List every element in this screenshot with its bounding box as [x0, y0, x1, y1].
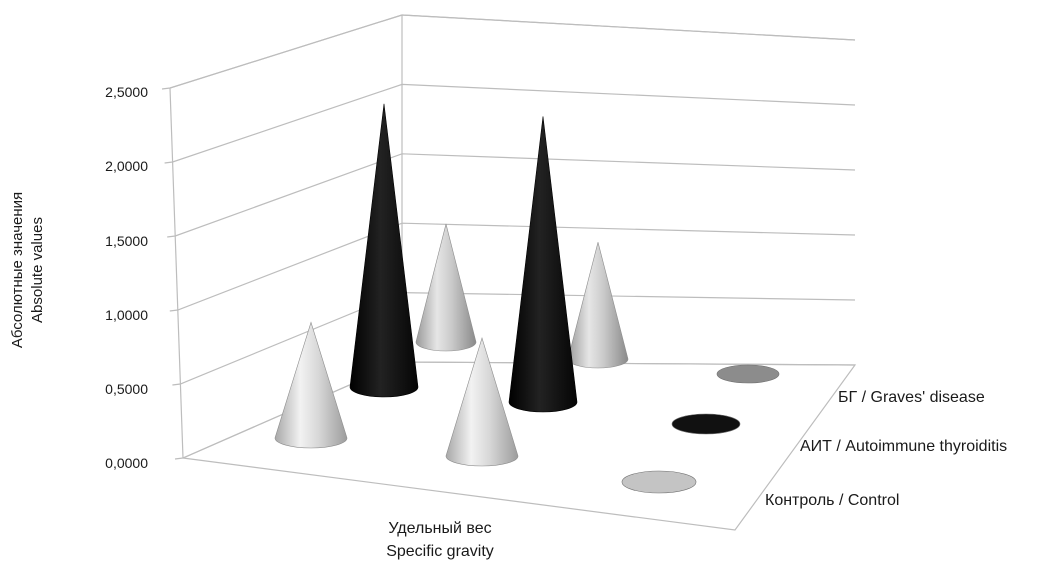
series-label-graves: БГ / Graves' disease: [838, 389, 985, 406]
series-label-ait: АИТ / Autoimmune thyroiditis: [800, 438, 1007, 455]
cone-body: [508, 116, 578, 413]
y-axis-label-line2: Absolute values: [29, 217, 46, 323]
legend-swatch-2: [621, 470, 697, 494]
y-tick-label: 0,5000: [105, 381, 148, 397]
y-axis-label-line1: Абсолютные значения: [9, 192, 26, 348]
cone-1-1: [508, 116, 578, 413]
gridline: [164, 83, 856, 164]
legend-swatch-0: [716, 364, 780, 384]
cone-2-1: [445, 336, 519, 467]
cone-1-0: [349, 103, 419, 398]
y-tick-label: 1,5000: [105, 233, 148, 249]
x-axis-label-line2: Specific gravity: [386, 543, 494, 560]
y-axis-label: Абсолютные значения Absolute values: [9, 192, 46, 348]
y-tick-label: 0,0000: [105, 455, 148, 471]
cone-body: [349, 103, 419, 398]
y-axis-ticks: 0,0000 0,5000 1,0000 1,5000 2,0000 2,500…: [105, 84, 148, 471]
legend-swatch-1: [671, 413, 741, 435]
legend-swatches: [621, 364, 780, 494]
cone-0-0: [415, 223, 477, 352]
y-tick-label: 2,0000: [105, 158, 148, 174]
cone-body: [274, 321, 348, 449]
cone-body: [445, 336, 519, 467]
y-tick-label: 2,5000: [105, 84, 148, 100]
cone-body: [567, 242, 629, 369]
gridline: [161, 14, 856, 90]
series-label-control: Контроль / Control: [765, 492, 899, 509]
cone-2-0: [274, 321, 348, 449]
gridline: [167, 153, 856, 238]
cones: [274, 103, 629, 467]
y-tick-label: 1,0000: [105, 307, 148, 323]
cone-0-1: [567, 242, 629, 369]
gridlines: [161, 14, 856, 460]
cone-body: [415, 223, 477, 352]
gridline: [169, 222, 856, 312]
x-axis-label-line1: Удельный вес: [388, 520, 491, 537]
gridline: [172, 291, 856, 386]
